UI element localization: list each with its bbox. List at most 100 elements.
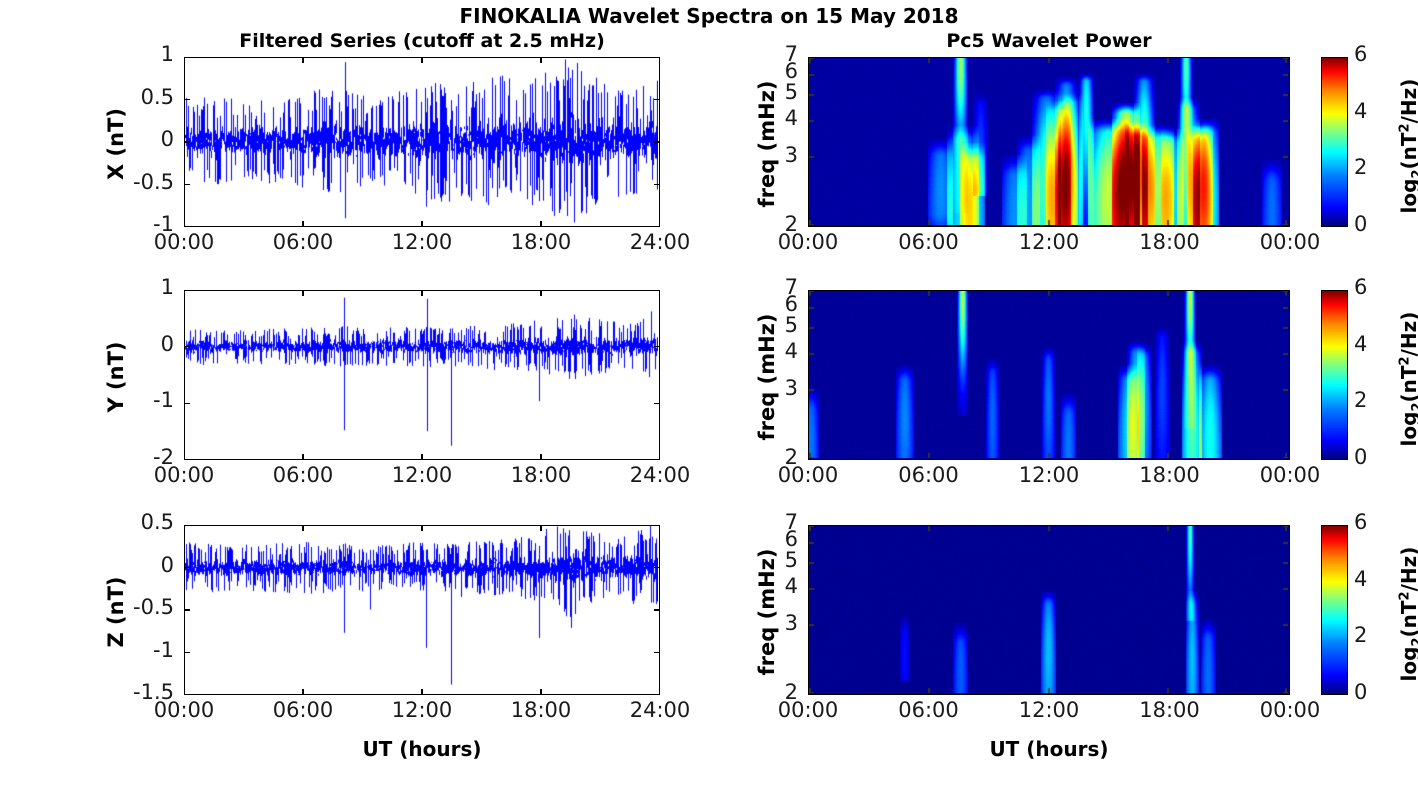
y-series-yticklabel: 0 — [160, 331, 174, 356]
z-series-xtick-top — [302, 525, 304, 531]
z-series-ytick — [184, 609, 190, 611]
y-series-yticklabel: 1 — [160, 275, 174, 299]
x-spectrogram-xticklabel: 12:00 — [1018, 230, 1080, 254]
y-series-xticklabel: 00:00 — [153, 463, 215, 487]
y-colorbar-label: log2(nT2/Hz) — [1397, 311, 1418, 447]
y-spectrogram-yticklabel: 3 — [784, 376, 798, 401]
x-series-xtick-top — [302, 57, 304, 63]
x-series-ytick-right — [654, 141, 660, 143]
z-colorbar — [1321, 525, 1348, 695]
z-spectrogram-yticklabel: 2 — [784, 680, 798, 704]
y-spectrogram-yticklabel: 4 — [784, 339, 798, 364]
x-series-xtick — [421, 221, 423, 227]
y-spectrogram-xticklabel: 00:00 — [1259, 463, 1321, 487]
x-wavelet-power-axes — [808, 57, 1290, 227]
z-spectrogram-yticklabel: 4 — [784, 574, 798, 599]
y-colorbar-ticklabel: 4 — [1354, 331, 1368, 356]
y-series-ytick-right — [654, 345, 660, 348]
x-series-yticklabel: -1 — [153, 212, 174, 236]
z-series-yticklabel: 0 — [160, 552, 174, 577]
x-series-ytick — [184, 141, 190, 143]
figure-suptitle: FINOKALIA Wavelet Spectra on 15 May 2018 — [459, 4, 959, 28]
y-colorbar-ticklabel: 6 — [1354, 275, 1368, 299]
y-spectrogram-yticklabel: 7 — [784, 275, 798, 299]
y-spectrogram-yticklabel: 5 — [784, 312, 798, 337]
y-series-xticklabel: 12:00 — [391, 463, 453, 487]
z-spectrogram-xticklabel: 12:00 — [1018, 698, 1080, 722]
x-series-xtick — [540, 221, 542, 227]
y-series-xtick-top — [421, 290, 423, 296]
x-series-yticklabel: -0.5 — [133, 169, 174, 194]
x-spectrogram-yticklabel: 6 — [784, 58, 798, 83]
x-series-ytick — [184, 183, 190, 186]
y-spectrogram-xticklabel: 06:00 — [898, 463, 959, 487]
y-series-xtick — [540, 454, 542, 460]
z-series-xtick — [302, 689, 304, 695]
y-series-xticklabel: 24:00 — [629, 463, 691, 487]
z-spectrogram-xticklabel: 00:00 — [777, 698, 839, 722]
z-spectrogram-xticklabel: 18:00 — [1139, 698, 1200, 722]
x-series-yticklabel: 1 — [160, 42, 174, 66]
x-series-xtick-top — [421, 57, 423, 63]
x-colorbar-ticklabel: 6 — [1354, 42, 1368, 66]
y-spectrogram-xticklabel: 00:00 — [777, 463, 839, 487]
z-series-yticklabel: -1 — [153, 637, 174, 662]
z-colorbar-ticklabel: 6 — [1354, 510, 1368, 534]
y-series-ytick — [184, 402, 190, 405]
z-series-yticklabel: 0.5 — [140, 510, 174, 534]
z-series-xticklabel: 24:00 — [629, 698, 691, 722]
y-colorbar-ticklabel: 2 — [1354, 388, 1368, 413]
y-series-xtick-top — [540, 290, 542, 296]
y-spectrogram-yticklabel: 6 — [784, 291, 798, 316]
y-colorbar-ticklabel: 0 — [1354, 445, 1368, 469]
x-filtered-series-axes — [184, 57, 660, 227]
x-colorbar-ticklabel: 4 — [1354, 98, 1368, 123]
left-xlabel: UT (hours) — [362, 737, 482, 761]
y-series-yticklabel: -1 — [153, 388, 174, 413]
z-spectrogram-yticklabel: 7 — [784, 510, 798, 534]
y-spectrogram-yticklabel: 2 — [784, 445, 798, 469]
y-spectrogram-xticklabel: 18:00 — [1139, 463, 1200, 487]
x-spectrogram-xticklabel: 06:00 — [898, 230, 959, 254]
z-spectrogram-yticklabel: 3 — [784, 611, 798, 636]
y-spectrogram-xticklabel: 12:00 — [1018, 463, 1080, 487]
x-spectrogram-yticklabel: 2 — [784, 212, 798, 236]
y-series-xticklabel: 18:00 — [510, 463, 572, 487]
y-series-yticklabel: -2 — [153, 445, 174, 469]
z-spectrogram-yticklabel: 5 — [784, 547, 798, 572]
x-series-xticklabel: 06:00 — [272, 230, 334, 254]
z-series-ytick-right — [654, 609, 660, 611]
left-column-title-x: Filtered Series (cutoff at 2.5 mHz) — [239, 30, 605, 52]
z-series-ytick — [184, 566, 190, 569]
x-spectrogram-xticklabel: 18:00 — [1139, 230, 1200, 254]
y-series-ytick — [184, 345, 190, 348]
x-series-yticklabel: 0 — [160, 127, 174, 151]
x-spectrogram-yticklabel: 4 — [784, 106, 798, 131]
x-colorbar-ticklabel: 2 — [1354, 155, 1368, 180]
y-series-xtick — [421, 454, 423, 460]
x-colorbar-label: log2(nT2/Hz) — [1397, 78, 1418, 214]
right-xlabel: UT (hours) — [989, 737, 1109, 761]
right-column-title-x: Pc5 Wavelet Power — [946, 30, 1152, 52]
x-series-ytick — [184, 98, 190, 101]
x-colorbar-ticklabel: 0 — [1354, 212, 1368, 236]
y-wavelet-power-axes — [808, 290, 1290, 460]
x-series-ytick-right — [654, 183, 660, 186]
y-series-xtick — [302, 454, 304, 460]
x-series-yticklabel: 0.5 — [140, 84, 174, 109]
z-series-xtick — [540, 689, 542, 695]
y-filtered-series-axes — [184, 290, 660, 460]
x-spectrogram-xticklabel: 00:00 — [1259, 230, 1321, 254]
z-series-ytick-right — [654, 651, 660, 654]
x-series-xticklabel: 18:00 — [510, 230, 572, 254]
x-series-xtick-top — [540, 57, 542, 63]
z-series-xticklabel: 00:00 — [153, 698, 215, 722]
x-series-xticklabel: 00:00 — [153, 230, 215, 254]
x-spectrogram-yticklabel: 7 — [784, 42, 798, 66]
y-colorbar — [1321, 290, 1348, 460]
x-series-xticklabel: 12:00 — [391, 230, 453, 254]
y-series-xticklabel: 06:00 — [272, 463, 334, 487]
z-series-ytick — [184, 651, 190, 654]
z-wavelet-power-axes — [808, 525, 1290, 695]
z-series-xtick-top — [421, 525, 423, 531]
